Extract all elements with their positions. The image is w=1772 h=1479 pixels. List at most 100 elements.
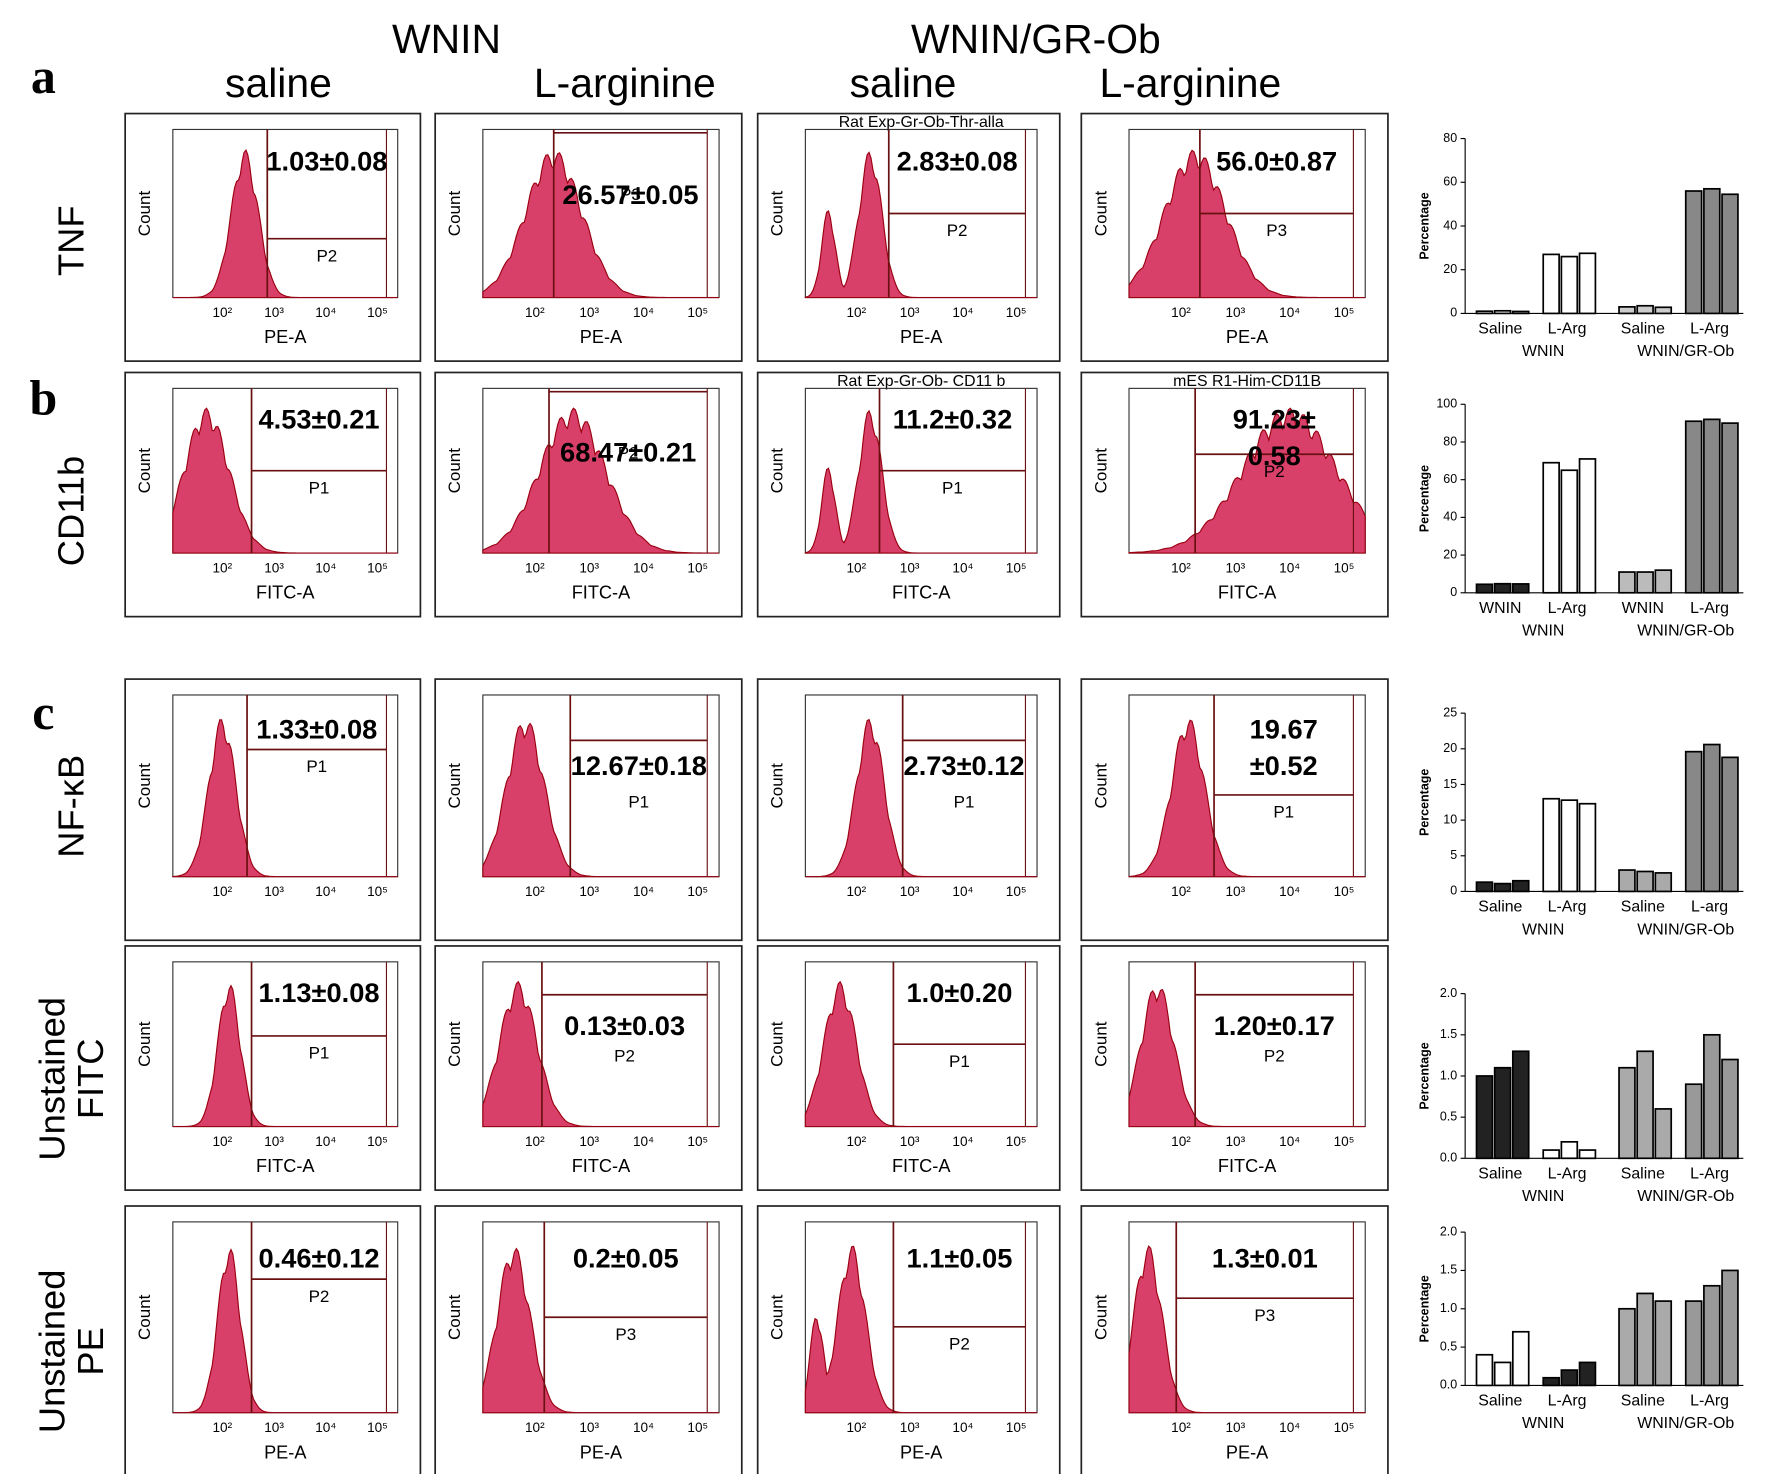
category-label: L-Arg: [1548, 321, 1587, 338]
gate-value: 4.53±0.21: [258, 404, 379, 435]
gate-value: 19.67: [1250, 714, 1318, 745]
y-axis-label: Percentage: [1418, 769, 1432, 836]
x-axis-label: PE-A: [900, 1442, 943, 1462]
x-tick-label: 10⁵: [367, 1420, 388, 1435]
y-tick-label: 80: [1443, 131, 1457, 145]
bar: [1684, 750, 1703, 893]
bar: [1560, 1140, 1579, 1160]
x-tick-label: 10⁵: [367, 884, 388, 899]
x-tick-label: 10⁵: [687, 884, 708, 899]
category-label: L-Arg: [1690, 1165, 1729, 1182]
gate-label: P1: [309, 478, 330, 497]
column-header: L-arginine: [534, 60, 716, 106]
gate-label: P3: [620, 185, 641, 204]
bar: [1618, 1307, 1636, 1387]
bar: [1684, 1300, 1703, 1387]
x-axis-label: PE-A: [1226, 1442, 1269, 1462]
x-tick-label: 10⁴: [633, 1420, 654, 1435]
x-tick-label: 10⁵: [1334, 305, 1355, 320]
y-tick-label: 1.0: [1440, 1068, 1457, 1082]
y-axis-label: Count: [135, 1021, 154, 1067]
x-tick-label: 10³: [579, 1420, 599, 1435]
bar: [1721, 1058, 1739, 1160]
group-label: WNIN/GR-Ob: [1637, 343, 1734, 360]
x-tick-label: 10⁵: [1006, 1134, 1027, 1149]
bar: [1654, 306, 1673, 315]
gate-label: P2: [309, 1287, 330, 1306]
gate-value: 11.2±0.32: [893, 404, 1013, 435]
x-tick-label: 10²: [212, 1420, 232, 1435]
x-tick-label: 10⁴: [952, 884, 973, 899]
bar: [1560, 799, 1579, 893]
gate-label: P1: [1273, 803, 1294, 822]
histogram: [1128, 988, 1366, 1128]
y-tick-label: 0.0: [1440, 1378, 1457, 1392]
gate-value: 1.20±0.17: [1214, 1010, 1335, 1041]
bar: [1475, 310, 1494, 315]
y-axis-label: Count: [445, 1021, 464, 1067]
x-axis-label: PE-A: [1226, 327, 1269, 347]
x-axis-label: PE-A: [264, 327, 307, 347]
x-tick-label: 10³: [579, 884, 599, 899]
y-tick-label: 2.0: [1440, 1224, 1457, 1238]
bar: [1542, 253, 1560, 315]
bar: [1721, 756, 1739, 893]
histogram: [804, 409, 1038, 554]
x-tick-label: 10²: [1171, 305, 1191, 320]
y-axis-label: Count: [768, 1294, 787, 1340]
x-tick-label: 10²: [847, 1420, 867, 1435]
category-label: L-Arg: [1548, 899, 1587, 916]
x-tick-label: 10⁴: [1279, 561, 1300, 576]
y-tick-label: 20: [1443, 262, 1457, 276]
bar: [1475, 881, 1494, 893]
x-tick-label: 10²: [847, 305, 867, 320]
bar: [1542, 1149, 1560, 1160]
x-tick-label: 10³: [900, 561, 920, 576]
gate-value: 56.0±0.87: [1216, 145, 1337, 176]
y-axis-label: Count: [1091, 1021, 1110, 1067]
bar: [1684, 1083, 1703, 1160]
x-tick-label: 10³: [1225, 884, 1245, 899]
y-tick-label: 80: [1443, 434, 1457, 448]
x-tick-label: 10⁴: [1279, 1134, 1300, 1149]
y-axis-label: Count: [445, 1294, 464, 1340]
histogram: [172, 149, 398, 299]
y-axis-label: Count: [1091, 1294, 1110, 1340]
bar: [1703, 1033, 1721, 1160]
y-axis-label: Percentage: [1418, 192, 1432, 259]
category-label: L-Arg: [1548, 1165, 1587, 1182]
bar: [1654, 1108, 1673, 1160]
panel-frame: [756, 945, 1061, 1191]
x-axis-label: PE-A: [900, 327, 943, 347]
y-tick-label: 1.5: [1440, 1027, 1457, 1041]
category-label: L-Arg: [1690, 600, 1729, 617]
gate-label: P1: [942, 478, 963, 497]
panel-frame: [1080, 945, 1389, 1191]
category-label: L-Arg: [1690, 321, 1729, 338]
panel-frame: [124, 112, 422, 362]
category-label: WNIN: [1479, 600, 1521, 617]
category-label: Saline: [1621, 899, 1665, 916]
bar: [1684, 190, 1703, 315]
bar: [1618, 306, 1636, 315]
gate-label: P3: [1254, 1306, 1275, 1325]
bar: [1493, 1361, 1512, 1387]
x-tick-label: 10⁴: [1279, 1420, 1300, 1435]
gate-value: 0.2±0.05: [573, 1242, 679, 1273]
histogram: [482, 152, 720, 299]
bar: [1493, 882, 1512, 893]
bar: [1542, 461, 1560, 594]
x-axis-label: FITC-A: [256, 583, 315, 603]
group-label: WNIN/GR-Ob: [1637, 623, 1734, 640]
x-tick-label: 10²: [525, 1134, 545, 1149]
x-tick-label: 10³: [264, 1420, 284, 1435]
bar: [1511, 310, 1530, 315]
gate-value: 26.57±0.05: [562, 179, 698, 210]
x-tick-label: 10²: [525, 561, 545, 576]
y-axis-label: Count: [1091, 191, 1110, 237]
bar: [1703, 187, 1721, 315]
x-tick-label: 10⁵: [367, 561, 388, 576]
y-tick-label: 5: [1450, 848, 1457, 862]
x-tick-label: 10³: [1225, 1420, 1245, 1435]
